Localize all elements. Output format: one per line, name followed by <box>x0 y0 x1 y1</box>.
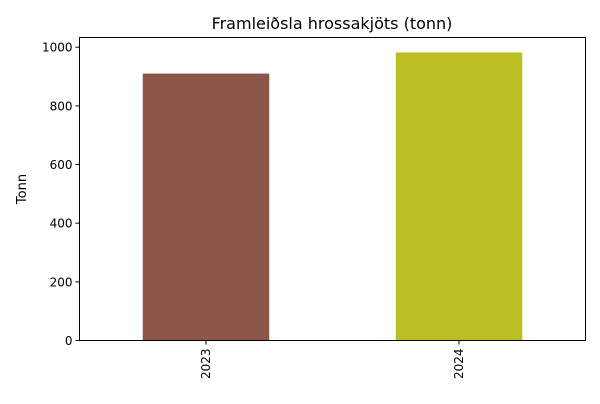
x-tick-label: 2023 <box>199 349 213 380</box>
y-axis-label: Tonn <box>15 174 30 205</box>
y-tick-label: 1000 <box>42 41 73 55</box>
y-tick-label: 0 <box>65 334 73 348</box>
y-tick-label: 400 <box>50 217 73 231</box>
bar-2024 <box>395 52 523 341</box>
bar-2023 <box>142 73 270 341</box>
y-tick-label: 200 <box>50 275 73 289</box>
y-tick-label: 800 <box>50 99 73 113</box>
chart-title: Framleiðsla hrossakjöts (tonn) <box>212 14 453 33</box>
plot-frame <box>79 37 586 341</box>
x-tick-label: 2024 <box>452 349 466 380</box>
y-tick-label: 600 <box>50 158 73 172</box>
